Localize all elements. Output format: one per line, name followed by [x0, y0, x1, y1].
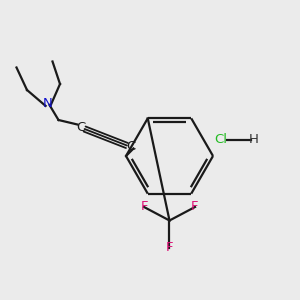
Text: N: N: [43, 97, 53, 110]
Text: F: F: [191, 200, 199, 214]
Text: F: F: [140, 200, 148, 214]
Text: F: F: [166, 241, 173, 254]
Text: C: C: [76, 121, 85, 134]
Text: C: C: [126, 140, 135, 154]
Text: H: H: [249, 133, 258, 146]
Text: Cl: Cl: [214, 133, 227, 146]
